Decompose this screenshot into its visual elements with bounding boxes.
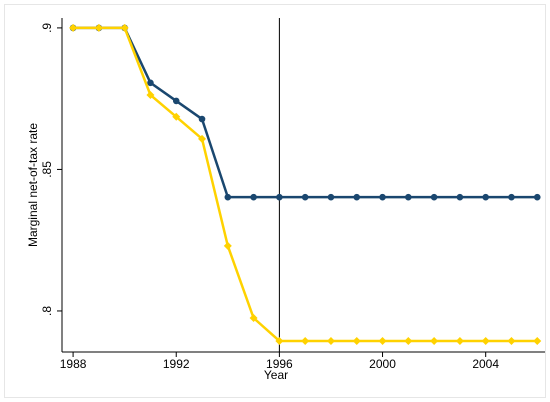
marker [455,336,464,345]
x-tick-label: 1992 [163,357,190,371]
marker [198,115,206,123]
marker [223,241,232,250]
marker [250,193,257,201]
marker [508,193,515,201]
marker [327,193,335,201]
marker [352,336,361,345]
marker [404,336,413,345]
marker [378,336,387,345]
marker [224,193,232,201]
x-tick-label: 1988 [60,357,87,371]
marker [276,193,283,201]
marker [120,23,129,32]
marker [146,90,155,99]
marker [456,193,464,201]
marker [430,336,439,345]
graph-frame [4,4,546,398]
marker [198,134,207,143]
marker [301,336,310,345]
marker [326,336,335,345]
marker [405,193,412,201]
marker [94,23,103,32]
marker [147,79,154,87]
y-tick-label: .9 [40,23,54,33]
y-axis-label: Marginal net-of-tax rate [26,123,40,247]
marker [430,193,438,201]
y-tick-label: .8 [40,306,54,316]
marker [533,336,542,345]
marker [172,112,181,121]
x-tick-label: 2000 [369,357,396,371]
marker [481,336,490,345]
marker [353,193,361,201]
marker [249,314,258,323]
marker [507,336,516,345]
marker [482,193,489,201]
marker [69,23,78,32]
x-tick-label: 1996 [266,357,293,371]
x-axis-label: Year [264,368,288,382]
x-tick-label: 2004 [472,357,499,371]
marker [172,97,180,105]
marker [301,193,309,201]
marker [275,336,284,345]
y-tick-label: .85 [40,161,54,178]
marker [533,193,541,201]
marker [379,193,386,201]
